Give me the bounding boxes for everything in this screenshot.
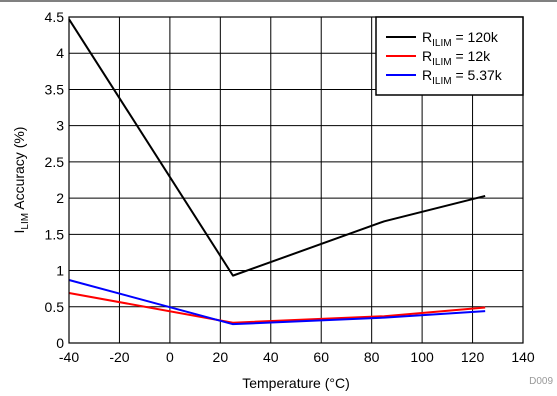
series-group <box>68 18 486 326</box>
x-tick-label: 60 <box>313 349 329 365</box>
series-line-3 <box>68 279 486 326</box>
x-tick-label: 100 <box>410 349 434 365</box>
y-tick-label: 0.5 <box>45 299 65 315</box>
x-axis-title: Temperature (°C) <box>242 375 350 391</box>
x-tick-label: 140 <box>511 349 535 365</box>
legend-label-2: RILIM = 12k <box>422 48 491 68</box>
y-tick-label: 2.5 <box>45 154 65 170</box>
y-tick-label: 0 <box>56 335 64 351</box>
legend-label-main: R <box>422 67 432 83</box>
y-tick-label: 1.5 <box>45 226 65 242</box>
legend-label-sub: ILIM <box>432 76 451 87</box>
figure-id: D009 <box>529 376 553 387</box>
y-tick-label: 3.5 <box>45 81 65 97</box>
plot-frame <box>68 16 524 344</box>
y-tick-label: 4 <box>56 45 64 61</box>
y-tick-label: 2 <box>56 190 64 206</box>
series-line-2 <box>68 292 486 324</box>
y-tick-label: 1 <box>56 263 64 279</box>
x-tick-label: -20 <box>109 349 129 365</box>
legend-label-rest: = 12k <box>452 48 492 64</box>
y-axis-title-sub: LIM <box>20 213 31 230</box>
x-tick-label: 120 <box>461 349 485 365</box>
x-tick-label: -40 <box>59 349 79 365</box>
y-axis-title: ILIM Accuracy (%) <box>11 127 31 234</box>
y-tick-labels: 0 0.5 1 1.5 2 2.5 3 3.5 4 4.5 <box>45 9 65 351</box>
x-tick-label: 80 <box>364 349 380 365</box>
legend-label-main: R <box>422 29 432 45</box>
x-tick-labels: -40 -20 0 20 40 60 80 100 120 140 <box>59 349 535 365</box>
y-axis-title-main: I <box>11 230 27 234</box>
y-tick-label: 3 <box>56 118 64 134</box>
series-line-1 <box>68 18 486 277</box>
legend-label-rest: = 120k <box>452 29 499 45</box>
x-tick-label: 20 <box>213 349 229 365</box>
y-tick-label: 4.5 <box>45 9 65 25</box>
y-axis-title-rest: Accuracy (%) <box>11 127 27 213</box>
legend-label-main: R <box>422 48 432 64</box>
legend-label-sub: ILIM <box>432 57 451 68</box>
legend-label-1: RILIM = 120k <box>422 29 499 49</box>
x-tick-label: 40 <box>263 349 279 365</box>
legend-label-rest: = 5.37k <box>452 67 503 83</box>
x-tick-label: 0 <box>166 349 174 365</box>
legend-label-sub: ILIM <box>432 38 451 49</box>
legend-label-3: RILIM = 5.37k <box>422 67 503 87</box>
